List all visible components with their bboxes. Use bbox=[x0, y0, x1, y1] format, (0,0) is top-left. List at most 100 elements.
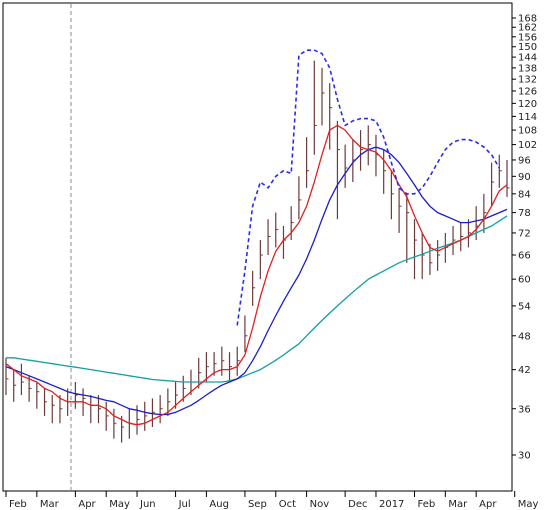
price-bar bbox=[36, 382, 40, 409]
price-bar bbox=[121, 415, 125, 443]
price-bar bbox=[221, 346, 225, 376]
price-bar bbox=[144, 401, 148, 431]
price-bar bbox=[359, 130, 364, 171]
y-tick-label: 66 bbox=[518, 250, 531, 261]
price-bar bbox=[228, 352, 233, 383]
price-bar bbox=[174, 382, 179, 409]
price-bar bbox=[460, 222, 464, 252]
y-tick-label: 150 bbox=[518, 42, 537, 53]
ma-medium-line bbox=[5, 146, 508, 416]
price-bar bbox=[97, 395, 101, 424]
x-tick-label: May bbox=[109, 499, 130, 510]
price-bar bbox=[28, 375, 32, 402]
x-tick-label: 2017 bbox=[379, 499, 404, 510]
y-tick-label: 108 bbox=[518, 126, 537, 137]
price-bar bbox=[267, 219, 271, 255]
price-bar bbox=[306, 137, 310, 188]
y-tick-label: 30 bbox=[518, 451, 531, 462]
y-tick-label: 120 bbox=[518, 99, 537, 110]
price-bar bbox=[275, 212, 279, 248]
price-bar bbox=[321, 67, 325, 126]
y-tick-label: 144 bbox=[518, 53, 537, 64]
price-bar bbox=[113, 408, 117, 439]
price-bar bbox=[344, 144, 348, 188]
price-bar bbox=[213, 352, 217, 376]
price-bar bbox=[329, 83, 333, 150]
price-bar bbox=[259, 240, 263, 280]
y-tick-label: 162 bbox=[518, 23, 537, 34]
y-tick-label: 132 bbox=[518, 75, 537, 86]
price-bar bbox=[244, 315, 248, 353]
price-bar bbox=[490, 162, 495, 207]
x-tick-label: Dec bbox=[348, 499, 367, 510]
price-bar bbox=[182, 375, 186, 402]
y-tick-label: 138 bbox=[518, 63, 537, 74]
y-tick-label: 42 bbox=[518, 365, 531, 376]
ma-short-line bbox=[5, 124, 508, 426]
price-bar bbox=[74, 382, 78, 409]
price-bar bbox=[290, 206, 294, 241]
price-bar bbox=[390, 170, 394, 220]
x-tick-label: Mar bbox=[448, 499, 468, 510]
price-bar bbox=[429, 243, 433, 275]
price-bar bbox=[406, 193, 410, 263]
x-axis: Feb Mar Apr May Jun Jul Aug Sep Oct Nov Dec 2017 Feb… bbox=[5, 491, 539, 510]
x-tick-label: Jun bbox=[139, 499, 156, 510]
price-bar bbox=[506, 159, 510, 197]
x-tick-label: Jul bbox=[178, 499, 191, 510]
y-tick-label: 168 bbox=[518, 14, 537, 25]
x-tick-label: Apr bbox=[479, 499, 497, 510]
ma-long-line bbox=[6, 215, 508, 383]
price-bar bbox=[43, 388, 48, 416]
moving-average-lines bbox=[5, 49, 508, 426]
price-bar bbox=[421, 232, 425, 280]
y-tick-label: 102 bbox=[518, 140, 537, 151]
y-tick-label: 156 bbox=[518, 32, 537, 43]
y-tick-label: 60 bbox=[518, 275, 531, 286]
y-tick-label: 84 bbox=[518, 189, 531, 200]
channel-line bbox=[236, 49, 500, 326]
x-tick-label: Sep bbox=[248, 499, 267, 510]
price-bar bbox=[252, 270, 256, 306]
price-bar bbox=[313, 60, 317, 155]
x-tick-label: Feb bbox=[418, 499, 436, 510]
price-bar bbox=[20, 363, 24, 396]
y-tick-label: 126 bbox=[518, 86, 537, 97]
y-tick-label: 114 bbox=[518, 112, 537, 123]
price-bar bbox=[167, 388, 171, 416]
y-tick-label: 72 bbox=[518, 228, 531, 239]
price-bar bbox=[367, 125, 371, 166]
x-tick-label: Feb bbox=[9, 499, 27, 510]
price-bar bbox=[205, 352, 209, 383]
x-tick-label: Apr bbox=[78, 499, 96, 510]
x-tick-label: May bbox=[518, 499, 539, 510]
price-bar bbox=[398, 187, 402, 233]
price-bar bbox=[498, 154, 502, 188]
price-bar bbox=[51, 395, 55, 424]
x-tick-label: Nov bbox=[310, 499, 330, 510]
price-bar bbox=[467, 219, 471, 248]
price-bar bbox=[236, 346, 240, 376]
price-bar bbox=[59, 395, 63, 424]
price-bar bbox=[13, 369, 17, 402]
price-bar bbox=[336, 120, 340, 220]
x-tick-label: Mar bbox=[40, 499, 60, 510]
price-bar bbox=[437, 240, 441, 271]
price-bar bbox=[383, 149, 387, 194]
y-tick-label: 48 bbox=[518, 331, 531, 342]
y-tick-label: 36 bbox=[518, 404, 531, 415]
y-axis: 3036424854606672788490961021081141201261… bbox=[512, 14, 537, 462]
price-bar bbox=[298, 176, 302, 220]
plot-area bbox=[2, 2, 513, 492]
y-tick-label: 96 bbox=[518, 155, 531, 166]
x-tick-label: Aug bbox=[209, 499, 229, 510]
price-bars bbox=[5, 60, 510, 443]
price-bar bbox=[159, 395, 163, 424]
price-bar bbox=[452, 225, 456, 255]
y-tick-label: 54 bbox=[518, 301, 531, 312]
price-bar bbox=[413, 219, 418, 280]
price-bar bbox=[105, 401, 109, 431]
price-bar bbox=[198, 357, 202, 389]
y-tick-label: 90 bbox=[518, 172, 531, 183]
